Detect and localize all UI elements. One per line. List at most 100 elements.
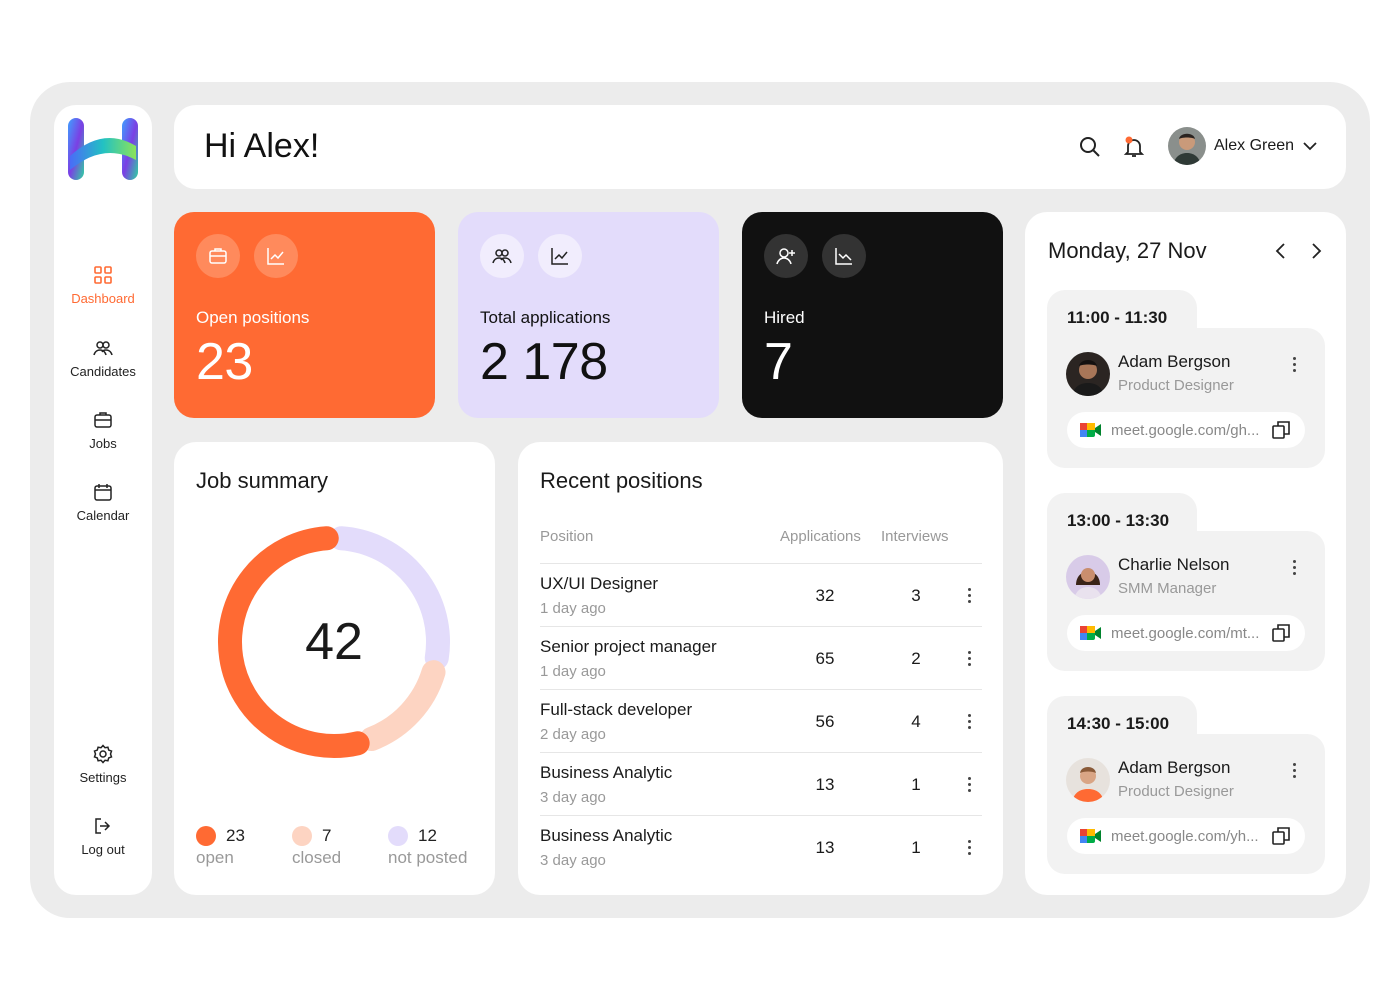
sidebar-item-calendar[interactable]: Calendar xyxy=(54,482,152,523)
applications-count: 32 xyxy=(815,586,835,605)
avatar xyxy=(1066,555,1110,599)
legend-label: not posted xyxy=(388,848,468,867)
sidebar-item-label: Log out xyxy=(81,842,125,857)
page-title: Hi Alex! xyxy=(204,127,320,165)
chevron-down-icon xyxy=(1303,142,1317,151)
applications-count: 13 xyxy=(815,775,835,794)
stat-label: Open positions xyxy=(196,308,310,327)
stat-hired[interactable]: Hired 7 xyxy=(742,212,1003,418)
trend-up-icon xyxy=(254,234,298,278)
user-menu[interactable]: Alex Green xyxy=(1168,127,1318,165)
recent-positions-card: Recent positions xyxy=(518,442,1003,895)
stat-label: Hired xyxy=(764,308,805,327)
chevron-left-icon[interactable] xyxy=(1270,240,1292,262)
interviews-count: 3 xyxy=(911,586,921,605)
people-icon xyxy=(480,234,524,278)
position-time: 3 day ago xyxy=(540,852,606,869)
user-name: Alex Green xyxy=(1214,137,1295,154)
more-options-icon[interactable] xyxy=(1286,556,1302,578)
stat-value: 2 178 xyxy=(480,333,608,391)
stat-value: 7 xyxy=(764,333,793,391)
more-options-icon[interactable] xyxy=(961,773,977,795)
bell-icon[interactable] xyxy=(1122,135,1146,159)
logout-icon xyxy=(95,818,111,834)
table-row[interactable]: Full-stack developer 2 day ago 56 4 xyxy=(540,689,982,752)
legend-count: 12 xyxy=(418,826,437,845)
position-name: Business Analytic xyxy=(540,826,673,845)
table-row[interactable]: Business Analytic 3 day ago 13 1 xyxy=(540,752,982,815)
position-name: Business Analytic xyxy=(540,763,673,782)
sidebar-item-settings[interactable]: Settings xyxy=(54,744,152,785)
sidebar-item-jobs[interactable]: Jobs xyxy=(54,410,152,451)
google-meet-icon xyxy=(1080,626,1101,640)
app-logo xyxy=(68,118,138,180)
interviews-count: 1 xyxy=(911,838,921,857)
more-options-icon[interactable] xyxy=(961,710,977,732)
position-time: 2 day ago xyxy=(540,726,606,743)
meeting-link[interactable]: meet.google.com/yh... xyxy=(1067,818,1305,854)
meeting-url: meet.google.com/gh... xyxy=(1111,421,1260,439)
legend-count: 23 xyxy=(226,826,245,845)
applications-count: 13 xyxy=(815,838,835,857)
slot-time: 13:00 - 13:30 xyxy=(1067,511,1170,530)
interviews-count: 1 xyxy=(911,775,921,794)
legend-dot xyxy=(388,826,408,846)
interviews-count: 4 xyxy=(911,712,921,731)
applications-count: 65 xyxy=(815,649,835,668)
column-header-applications[interactable]: Applications xyxy=(780,528,861,545)
attendee-role: Product Designer xyxy=(1118,783,1234,800)
avatar xyxy=(1168,127,1206,165)
calendar-icon xyxy=(94,484,112,501)
sidebar-item-candidates[interactable]: Candidates xyxy=(54,338,152,379)
more-options-icon[interactable] xyxy=(961,647,977,669)
slot-time: 14:30 - 15:00 xyxy=(1067,714,1170,733)
attendee-name: Adam Bergson xyxy=(1118,352,1231,371)
briefcase-icon xyxy=(94,412,112,428)
sidebar-item-logout[interactable]: Log out xyxy=(54,816,152,857)
legend-label: closed xyxy=(292,848,342,867)
sidebar-item-label: Dashboard xyxy=(71,291,135,306)
more-options-icon[interactable] xyxy=(1286,353,1302,375)
attendee-name: Adam Bergson xyxy=(1118,758,1231,777)
donut-segment-closed xyxy=(359,660,446,751)
stat-total-applications[interactable]: Total applications 2 178 xyxy=(458,212,719,418)
sidebar-item-dashboard[interactable]: Dashboard xyxy=(54,265,152,306)
attendee-name: Charlie Nelson xyxy=(1118,555,1230,574)
meeting-url: meet.google.com/mt... xyxy=(1111,624,1260,642)
sidebar-item-label: Settings xyxy=(79,770,127,785)
table-row[interactable]: Business Analytic 3 day ago 13 1 xyxy=(540,815,982,878)
applications-count: 56 xyxy=(815,712,835,731)
more-options-icon[interactable] xyxy=(1286,759,1302,781)
copy-icon[interactable] xyxy=(1271,420,1291,440)
donut-segment-not-posted xyxy=(329,526,450,671)
chevron-right-icon[interactable] xyxy=(1305,240,1327,262)
position-name: Full-stack developer xyxy=(540,700,693,719)
position-time: 1 day ago xyxy=(540,663,606,680)
donut-segment-open xyxy=(218,526,370,758)
legend-closed: 7 closed xyxy=(292,826,341,868)
stat-label: Total applications xyxy=(480,308,611,327)
more-options-icon[interactable] xyxy=(961,584,977,606)
copy-icon[interactable] xyxy=(1271,623,1291,643)
search-icon[interactable] xyxy=(1078,135,1102,159)
meeting-url: meet.google.com/yh... xyxy=(1111,827,1259,845)
sidebar-item-label: Calendar xyxy=(76,508,130,523)
meeting-link[interactable]: meet.google.com/mt... xyxy=(1067,615,1305,651)
attendee-role: SMM Manager xyxy=(1118,580,1217,597)
sidebar-item-label: Candidates xyxy=(70,364,136,379)
more-options-icon[interactable] xyxy=(961,836,977,858)
meeting-link[interactable]: meet.google.com/gh... xyxy=(1067,412,1305,448)
legend-label: open xyxy=(196,848,234,867)
copy-icon[interactable] xyxy=(1271,826,1291,846)
position-time: 3 day ago xyxy=(540,789,606,806)
table-row[interactable]: UX/UI Designer 1 day ago 32 3 xyxy=(540,563,982,626)
schedule-date: Monday, 27 Nov xyxy=(1048,238,1207,263)
column-header-position[interactable]: Position xyxy=(540,528,594,545)
table-row[interactable]: Senior project manager 1 day ago 65 2 xyxy=(540,626,982,689)
legend-count: 7 xyxy=(322,826,332,845)
slot-time: 11:00 - 11:30 xyxy=(1067,308,1168,327)
column-header-interviews[interactable]: Interviews xyxy=(881,528,949,545)
card-title: Recent positions xyxy=(540,468,703,493)
top-header: Hi Alex! Alex Green xyxy=(174,105,1346,189)
stat-open-positions[interactable]: Open positions 23 xyxy=(174,212,435,418)
